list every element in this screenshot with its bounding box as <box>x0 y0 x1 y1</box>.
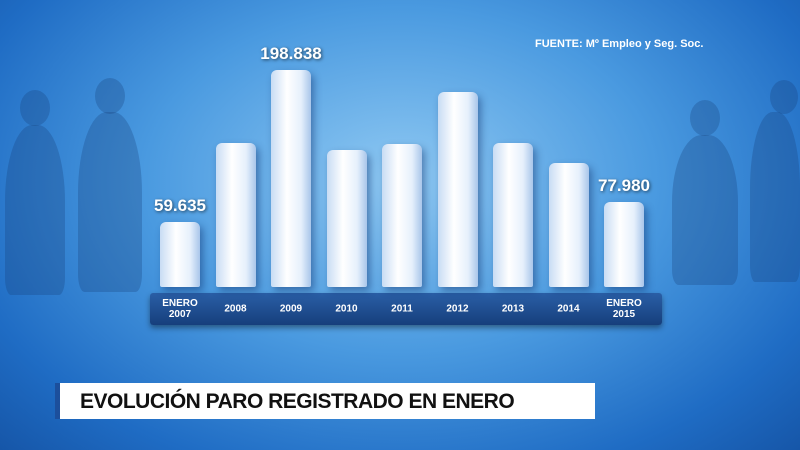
x-tick-label: 2013 <box>501 303 525 315</box>
bar <box>493 142 533 287</box>
source-note: FUENTE: Mº Empleo y Seg. Soc. <box>535 38 704 50</box>
silhouette <box>20 90 50 126</box>
value-label: 77.980 <box>598 175 650 195</box>
x-tick-label: 2011 <box>391 303 413 315</box>
x-tick-label: 2008 <box>224 303 247 315</box>
x-tick-label: ENERO 2007 <box>162 298 198 320</box>
x-tick-label: 2009 <box>279 303 303 315</box>
title-banner: EVOLUCIÓN PARO REGISTRADO EN ENERO <box>55 383 595 419</box>
category-strip <box>150 293 662 325</box>
bar <box>271 70 311 287</box>
x-tick-label: 2014 <box>557 303 580 315</box>
bar <box>160 221 200 287</box>
value-label: 198.838 <box>260 44 322 63</box>
value-label: 59.635 <box>154 195 206 215</box>
silhouette <box>750 112 800 282</box>
silhouette <box>95 78 125 114</box>
bar <box>382 144 422 287</box>
silhouette <box>690 100 720 136</box>
silhouette <box>672 135 738 285</box>
silhouette <box>770 80 798 114</box>
bar <box>215 142 256 287</box>
bar <box>326 149 367 287</box>
x-tick-label: 2010 <box>335 303 358 315</box>
bar <box>548 162 589 287</box>
x-tick-label: 2012 <box>446 303 469 315</box>
bar <box>437 91 478 287</box>
bar <box>604 201 644 287</box>
silhouette <box>78 112 142 292</box>
chart-title: EVOLUCIÓN PARO REGISTRADO EN ENERO <box>80 390 515 413</box>
x-tick-label: ENERO 2015 <box>606 298 642 320</box>
silhouette <box>5 125 65 295</box>
